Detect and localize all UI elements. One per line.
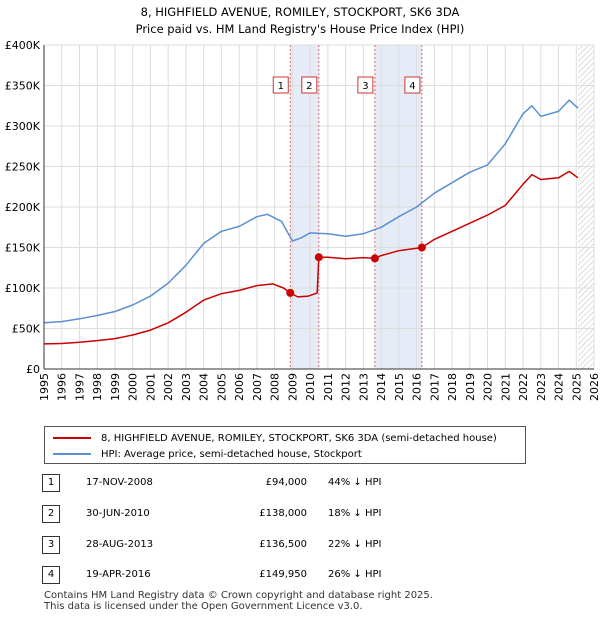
- x-tick-label: 2010: [304, 373, 317, 401]
- footer-line-2: This data is licensed under the Open Gov…: [44, 601, 363, 612]
- x-tick-label: 2026: [588, 373, 600, 401]
- transaction-price: £138,000: [259, 508, 307, 519]
- transaction-date: 17-NOV-2008: [86, 477, 153, 488]
- transaction-row: 2 30-JUN-2010 £138,000 18% ↓ HPI: [42, 505, 462, 523]
- series-line: [43, 99, 579, 324]
- x-tick-label: 2013: [357, 373, 370, 401]
- y-tick-label: £400K: [5, 39, 41, 52]
- transaction-label: 1: [278, 81, 284, 92]
- x-tick-label: 2023: [535, 373, 548, 401]
- x-tick-label: 1997: [73, 373, 86, 401]
- x-tick-label: 2017: [428, 373, 441, 401]
- y-tick-label: £200K: [5, 201, 41, 214]
- x-tick-label: 2018: [446, 373, 459, 401]
- transaction-label-box: [404, 76, 421, 94]
- transaction-hpi-diff: 18% ↓ HPI: [328, 508, 382, 519]
- transaction-row: 3 28-AUG-2013 £136,500 22% ↓ HPI: [42, 536, 462, 554]
- x-tick-label: 2016: [411, 373, 424, 401]
- footer-attribution: Contains HM Land Registry data © Crown c…: [44, 590, 433, 612]
- transaction-label-box: [357, 76, 374, 94]
- transaction-point: [314, 253, 323, 262]
- x-tick-label: 2021: [499, 373, 512, 401]
- y-tick-label: £300K: [5, 120, 41, 133]
- x-tick-label: 2000: [127, 373, 140, 401]
- title-line-1: 8, HIGHFIELD AVENUE, ROMILEY, STOCKPORT,…: [140, 5, 460, 19]
- transaction-point: [286, 288, 295, 297]
- transaction-date: 30-JUN-2010: [86, 508, 150, 519]
- transaction-price: £149,950: [259, 569, 307, 580]
- chart-legend: 8, HIGHFIELD AVENUE, ROMILEY, STOCKPORT,…: [44, 426, 526, 464]
- y-tick-label: £0: [26, 363, 40, 376]
- transaction-price: £94,000: [265, 477, 307, 488]
- x-tick-label: 2020: [482, 373, 495, 401]
- transaction-label: 4: [409, 81, 415, 92]
- x-tick-label: 2005: [215, 373, 228, 401]
- transaction-number: 3: [42, 536, 60, 554]
- transaction-hpi-diff: 22% ↓ HPI: [328, 539, 382, 550]
- y-tick-label: £350K: [5, 80, 41, 93]
- legend-swatch-hpi: [53, 453, 91, 455]
- x-tick-label: 2001: [144, 373, 157, 401]
- x-tick-label: 2025: [570, 373, 583, 401]
- x-tick-label: 2019: [464, 373, 477, 401]
- title-line-2: Price paid vs. HM Land Registry's House …: [135, 22, 465, 36]
- x-tick-label: 2011: [322, 373, 335, 401]
- x-tick-label: 2012: [340, 373, 353, 401]
- y-tick-label: £250K: [5, 161, 41, 174]
- x-tick-label: 1995: [38, 373, 51, 401]
- x-tick-label: 2015: [393, 373, 406, 401]
- legend-label-hpi: HPI: Average price, semi-detached house,…: [101, 448, 362, 460]
- legend-item-property: 8, HIGHFIELD AVENUE, ROMILEY, STOCKPORT,…: [53, 430, 497, 446]
- transaction-row: 4 19-APR-2016 £149,950 26% ↓ HPI: [42, 566, 462, 584]
- transaction-date: 19-APR-2016: [86, 569, 151, 580]
- transaction-label-box: [301, 76, 318, 94]
- transaction-hpi-diff: 26% ↓ HPI: [328, 569, 382, 580]
- legend-item-hpi: HPI: Average price, semi-detached house,…: [53, 446, 362, 462]
- legend-swatch-property: [53, 437, 91, 439]
- transaction-row: 1 17-NOV-2008 £94,000 44% ↓ HPI: [42, 474, 462, 492]
- y-tick-label: £100K: [5, 282, 41, 295]
- x-tick-label: 1998: [91, 373, 104, 401]
- x-tick-label: 2004: [198, 373, 211, 401]
- footer-line-1: Contains HM Land Registry data © Crown c…: [44, 590, 433, 601]
- price-chart: 1 2 3 4 £0 £50K £100K £150K £200K £250K £300K £350K…: [5, 39, 600, 401]
- x-tick-label: 2008: [269, 373, 282, 401]
- x-tick-label: 2007: [251, 373, 264, 401]
- x-tick-label: 2024: [553, 373, 566, 401]
- transaction-label-box: [272, 76, 289, 94]
- transaction-label: 2: [306, 81, 312, 92]
- y-tick-label: £50K: [12, 323, 41, 336]
- transaction-point: [417, 243, 426, 252]
- x-tick-label: 2003: [180, 373, 193, 401]
- x-tick-label: 2006: [233, 373, 246, 401]
- transaction-point: [370, 254, 379, 263]
- legend-label-property: 8, HIGHFIELD AVENUE, ROMILEY, STOCKPORT,…: [101, 432, 497, 444]
- x-tick-label: 1999: [109, 373, 122, 401]
- y-tick-label: £150K: [5, 242, 41, 255]
- transaction-date: 28-AUG-2013: [86, 539, 154, 550]
- x-tick-label: 2022: [517, 373, 530, 401]
- x-tick-label: 1996: [56, 373, 69, 401]
- series-line: [43, 170, 579, 345]
- transaction-number: 1: [42, 474, 60, 492]
- transaction-label: 3: [362, 81, 368, 92]
- x-tick-label: 2014: [375, 373, 388, 401]
- chart-title: 8, HIGHFIELD AVENUE, ROMILEY, STOCKPORT,…: [0, 4, 600, 38]
- x-tick-label: 2002: [162, 373, 175, 401]
- transaction-hpi-diff: 44% ↓ HPI: [328, 477, 382, 488]
- transaction-price: £136,500: [259, 539, 307, 550]
- x-tick-label: 2009: [286, 373, 299, 401]
- transaction-number: 2: [42, 505, 60, 523]
- transaction-number: 4: [42, 566, 60, 584]
